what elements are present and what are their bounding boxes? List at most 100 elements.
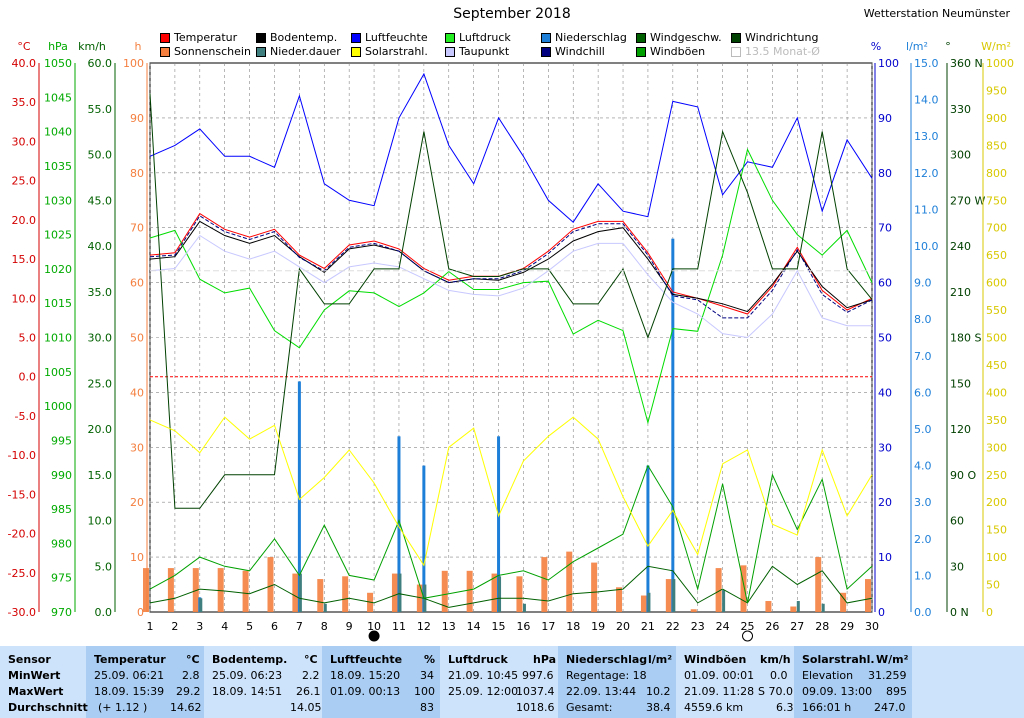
solar-tick: 900 bbox=[986, 112, 1007, 125]
solar-tick: 0 bbox=[986, 606, 993, 619]
rain-tick: 12.0 bbox=[914, 167, 939, 180]
bar-sonnenschein bbox=[840, 592, 847, 612]
humidity-tick: 10 bbox=[878, 551, 892, 564]
solar-tick: 450 bbox=[986, 359, 1007, 372]
rain-tick: 15.0 bbox=[914, 57, 939, 70]
stats-cell: 01.09. 00:01 bbox=[684, 669, 755, 682]
x-tick-label: 23 bbox=[691, 620, 705, 633]
legend-item-luftdruck: Luftdruck bbox=[445, 31, 511, 44]
bar-sonnenschein bbox=[342, 576, 349, 612]
bar-niederdauer bbox=[796, 601, 800, 612]
humidity-tick: 60 bbox=[878, 277, 892, 290]
stats-header-soil-unit: °C bbox=[304, 653, 318, 666]
stats-cell: 2.8 bbox=[182, 669, 200, 682]
legend-item-bodentemp: Bodentemp. bbox=[256, 31, 337, 44]
wind-tick: 45.0 bbox=[88, 194, 113, 207]
temp-unit-label: °C bbox=[17, 40, 31, 53]
x-tick-label: 30 bbox=[865, 620, 879, 633]
sun-tick: 50 bbox=[130, 332, 144, 345]
line-solarstrahl bbox=[149, 416, 873, 567]
bar-sonnenschein bbox=[292, 573, 299, 612]
pressure-tick: 975 bbox=[51, 572, 72, 585]
weather-chart: 40.035.030.025.020.015.010.05.00.0-5.0-1… bbox=[8, 40, 1014, 642]
rain-tick: 1.0 bbox=[914, 569, 932, 582]
stats-cell: S 70.0 bbox=[758, 685, 793, 698]
bar-sonnenschein bbox=[665, 579, 672, 612]
stats-cell: 83 bbox=[420, 701, 434, 714]
temp-tick: -30.0 bbox=[8, 606, 36, 619]
sun-tick: 90 bbox=[130, 112, 144, 125]
x-tick-label: 27 bbox=[790, 620, 804, 633]
stats-row-label: Durchschnitt bbox=[8, 701, 88, 714]
rain-tick: 0.0 bbox=[914, 606, 932, 619]
solar-tick: 400 bbox=[986, 386, 1007, 399]
rain-tick: 10.0 bbox=[914, 240, 939, 253]
pressure-tick: 1030 bbox=[44, 194, 72, 207]
bar-niederdauer bbox=[323, 603, 327, 612]
pressure-tick: 1000 bbox=[44, 400, 72, 413]
stats-row-max: MaxWert 18.09. 15:39 29.2 18.09. 14:51 2… bbox=[0, 684, 1024, 700]
bar-niederdauer bbox=[199, 598, 203, 612]
legend-item-monat-avg[interactable]: 13.5 Monat-Ø bbox=[731, 45, 820, 58]
solar-tick: 150 bbox=[986, 524, 1007, 537]
x-tick-label: 22 bbox=[666, 620, 680, 633]
bar-niederdauer bbox=[647, 592, 651, 612]
line-bodentemp bbox=[149, 220, 873, 313]
stats-panel-hum bbox=[322, 646, 440, 718]
solar-tick: 500 bbox=[986, 332, 1007, 345]
temp-tick: -25.0 bbox=[8, 567, 36, 580]
pressure-tick: 990 bbox=[51, 469, 72, 482]
stats-cell: 18.09. 15:20 bbox=[330, 669, 401, 682]
stats-cell: 21.09. 10:45 bbox=[448, 669, 519, 682]
chart-legend: Temperatur Bodentemp. Luftfeuchte Luftdr… bbox=[160, 31, 860, 61]
pressure-tick: 1045 bbox=[44, 91, 72, 104]
legend-item-niederdauer: Nieder.dauer bbox=[256, 45, 341, 58]
stats-header-temp: Temperatur bbox=[94, 653, 166, 666]
rain-tick: 7.0 bbox=[914, 350, 932, 363]
bar-niederdauer bbox=[398, 573, 402, 612]
direction-tick: 330 bbox=[950, 103, 971, 116]
x-tick-label: 21 bbox=[641, 620, 655, 633]
stats-cell: 997.6 bbox=[522, 669, 554, 682]
bar-sonnenschein bbox=[192, 568, 199, 612]
direction-tick: 180 S bbox=[950, 332, 981, 345]
wind-tick: 0.0 bbox=[95, 606, 113, 619]
bar-niederdauer bbox=[498, 576, 502, 612]
rain-tick: 2.0 bbox=[914, 533, 932, 546]
new-moon-icon bbox=[368, 630, 380, 642]
stats-header-rain-unit: l/m² bbox=[648, 653, 673, 666]
x-tick-label: 15 bbox=[492, 620, 506, 633]
solar-tick: 350 bbox=[986, 414, 1007, 427]
pressure-unit-label: hPa bbox=[48, 40, 68, 53]
legend-item-temperatur: Temperatur bbox=[160, 31, 237, 44]
x-tick-label: 4 bbox=[221, 620, 228, 633]
direction-tick: 300 bbox=[950, 149, 971, 162]
solar-tick: 750 bbox=[986, 194, 1007, 207]
solar-tick: 800 bbox=[986, 167, 1007, 180]
stats-cell: 247.0 bbox=[874, 701, 906, 714]
legend-checkbox[interactable] bbox=[731, 46, 741, 57]
bar-niederdauer bbox=[298, 573, 302, 612]
solar-tick: 200 bbox=[986, 496, 1007, 509]
humidity-unit-label: % bbox=[871, 40, 881, 53]
solar-tick: 1000 bbox=[986, 57, 1014, 70]
bar-niederdauer bbox=[672, 579, 676, 612]
stats-cell: 14.62 bbox=[170, 701, 202, 714]
pressure-tick: 1015 bbox=[44, 297, 72, 310]
temp-tick: 15.0 bbox=[12, 253, 37, 266]
sun-tick: 10 bbox=[130, 551, 144, 564]
temp-tick: 10.0 bbox=[12, 292, 37, 305]
bar-sonnenschein bbox=[616, 587, 623, 612]
legend-swatch bbox=[445, 46, 455, 57]
bar-sonnenschein bbox=[690, 609, 697, 612]
chart-title: September 2018 bbox=[453, 6, 571, 22]
legend-swatch bbox=[731, 32, 741, 43]
humidity-tick: 80 bbox=[878, 167, 892, 180]
legend-item-windboeen: Windböen bbox=[636, 45, 705, 58]
humidity-tick: 20 bbox=[878, 496, 892, 509]
stats-cell: 31.259 bbox=[868, 669, 907, 682]
pressure-tick: 1010 bbox=[44, 332, 72, 345]
bar-sonnenschein bbox=[815, 557, 822, 612]
x-tick-label: 18 bbox=[566, 620, 580, 633]
x-tick-label: 8 bbox=[321, 620, 328, 633]
